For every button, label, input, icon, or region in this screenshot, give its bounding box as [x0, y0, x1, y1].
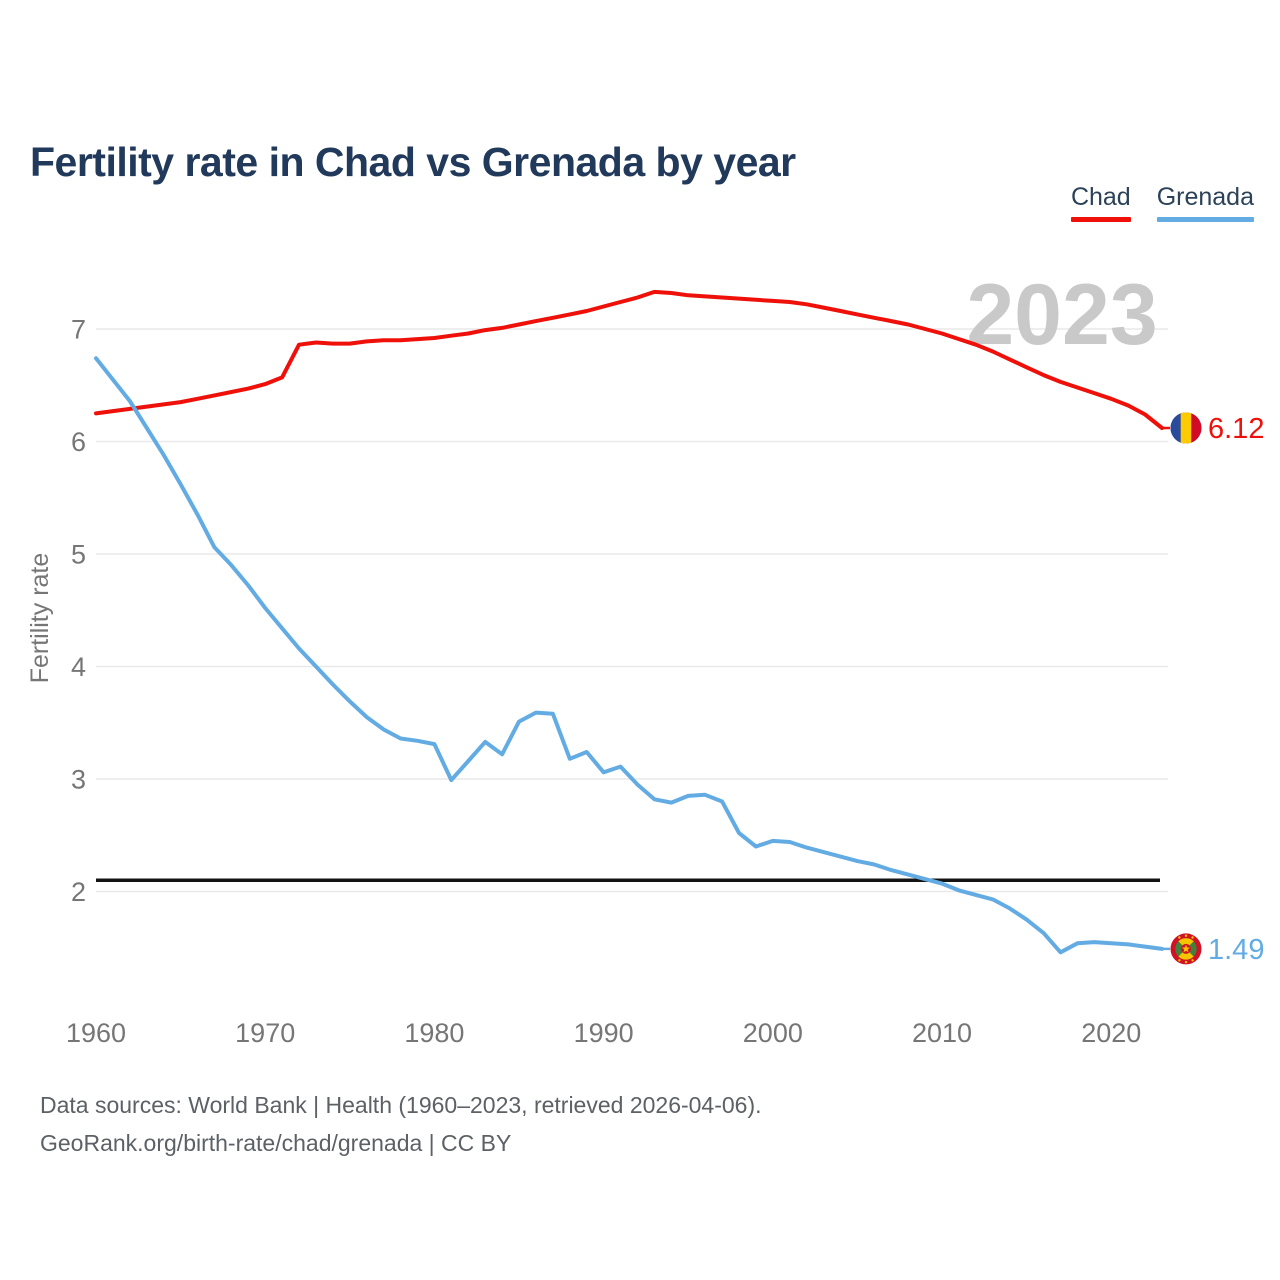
gridlines — [96, 328, 1168, 893]
legend-label-grenada: Grenada — [1156, 183, 1254, 211]
chad-line — [94, 289, 1164, 430]
x-tick-1980: 1980 — [404, 1018, 464, 1048]
x-tick-2000: 2000 — [743, 1018, 803, 1048]
y-tick-6: 6 — [71, 427, 86, 457]
chad-end-value: 6.12 — [1208, 413, 1264, 445]
footer-sources: Data sources: World Bank | Health (1960–… — [40, 1092, 762, 1118]
footer: Data sources: World Bank | Health (1960–… — [40, 1086, 1240, 1162]
legend-item-grenada[interactable]: Grenada — [1156, 183, 1254, 222]
legend: Chad Grenada — [1070, 183, 1254, 222]
y-tick-7: 7 — [71, 315, 86, 345]
grenada-flag-icon — [1170, 933, 1202, 965]
x-tick-1990: 1990 — [574, 1018, 634, 1048]
y-axis-tick-labels: 2 3 4 5 6 7 — [71, 315, 86, 908]
y-tick-2: 2 — [71, 877, 86, 907]
legend-label-chad: Chad — [1070, 183, 1131, 211]
footer-attribution: GeoRank.org/birth-rate/chad/grenada | CC… — [40, 1130, 512, 1156]
grenada-end-value: 1.49 — [1208, 934, 1264, 966]
y-tick-4: 4 — [71, 652, 86, 682]
x-axis-tick-labels: 1960 1970 1980 1990 2000 2010 2020 — [66, 1018, 1141, 1048]
y-tick-5: 5 — [71, 540, 86, 570]
watermark-year: 2023 — [966, 267, 1157, 363]
grenada-line — [94, 356, 1164, 955]
x-tick-1960: 1960 — [66, 1018, 126, 1048]
y-tick-3: 3 — [71, 765, 86, 795]
legend-underline-grenada — [1156, 217, 1254, 222]
legend-underline-chad — [1070, 217, 1131, 222]
page-title: Fertility rate in Chad vs Grenada by yea… — [30, 139, 796, 186]
x-tick-1970: 1970 — [235, 1018, 295, 1048]
x-tick-2010: 2010 — [912, 1018, 972, 1048]
x-tick-2020: 2020 — [1081, 1018, 1141, 1048]
series-lines — [94, 289, 1170, 955]
chad-flag-icon — [1170, 412, 1202, 444]
legend-item-chad[interactable]: Chad — [1070, 183, 1131, 222]
y-axis-title: Fertility rate — [26, 553, 54, 684]
